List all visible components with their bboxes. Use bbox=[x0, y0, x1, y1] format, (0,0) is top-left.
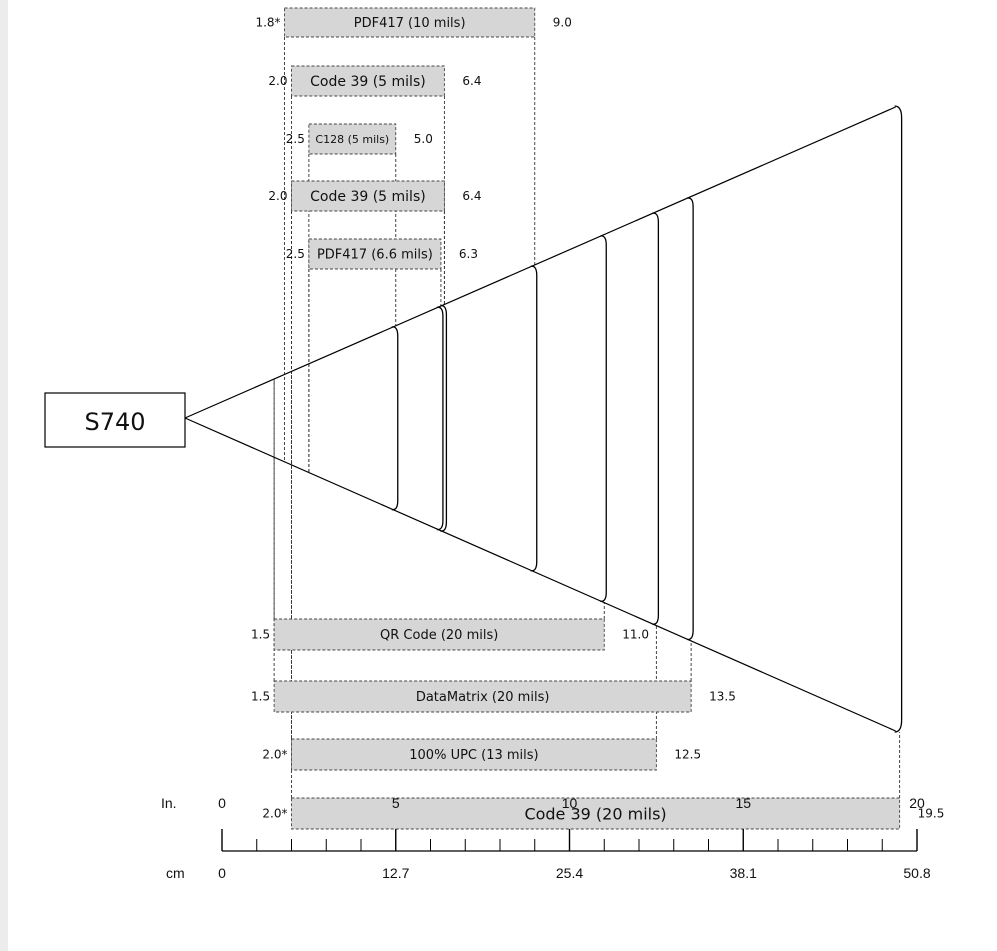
range-bar-fill bbox=[308, 124, 396, 154]
reading-range-diagram: PDF417 (10 mils) 1.8* 9.0 Code 39 (5 mils) 2… bbox=[44, 7, 945, 881]
range-max-label: 6.3 bbox=[459, 247, 478, 261]
range-max-label: 9.0 bbox=[553, 16, 572, 30]
range-bar-label: C128 (5 mils) bbox=[315, 133, 389, 146]
range-bar: PDF417 (6.6 mils) 2.5 6.3 bbox=[286, 238, 478, 270]
cm-tick-label: 25.4 bbox=[556, 865, 583, 881]
range-bar: QR Code (20 mils) 1.5 11.0 bbox=[251, 618, 649, 651]
range-bar-outline bbox=[291, 65, 445, 97]
range-bar-label: Code 39 (5 mils) bbox=[310, 74, 426, 90]
range-max-label: 13.5 bbox=[709, 690, 736, 704]
inch-tick-label: 20 bbox=[909, 795, 925, 811]
inch-tick-label: 0 bbox=[218, 795, 226, 811]
cm-tick-label: 50.8 bbox=[903, 865, 930, 881]
range-bar-label: PDF417 (6.6 mils) bbox=[317, 248, 433, 263]
range-arc bbox=[440, 305, 448, 532]
range-arc bbox=[530, 265, 538, 572]
range-min-label: 2.0* bbox=[262, 807, 287, 821]
cm-tick-label: 12.7 bbox=[382, 865, 409, 881]
range-bar-fill bbox=[274, 681, 692, 712]
range-min-label: 1.8* bbox=[255, 16, 280, 30]
range-bar: Code 39 (5 mils) 2.0 6.4 bbox=[268, 65, 481, 97]
range-bar-label: Code 39 (5 mils) bbox=[310, 189, 426, 205]
range-bar-fill bbox=[308, 239, 441, 269]
inch-tick-label: 15 bbox=[735, 795, 751, 811]
range-min-label: 2.5 bbox=[286, 247, 305, 261]
range-max-label: 6.4 bbox=[462, 74, 481, 88]
range-bar: DataMatrix (20 mils) 1.5 13.5 bbox=[251, 680, 736, 713]
range-bar: 100% UPC (13 mils) 2.0* 12.5 bbox=[262, 738, 701, 771]
range-bar: Code 39 (5 mils) 2.0 6.4 bbox=[268, 180, 481, 212]
cm-tick-label: 38.1 bbox=[730, 865, 757, 881]
range-bar-outline bbox=[291, 180, 445, 212]
inch-tick-label: 5 bbox=[392, 795, 400, 811]
range-bar-label: DataMatrix (20 mils) bbox=[416, 690, 550, 705]
range-max-label: 6.4 bbox=[462, 189, 481, 203]
range-min-label: 1.5 bbox=[251, 690, 270, 704]
range-bar-outline bbox=[308, 123, 397, 155]
range-arc bbox=[391, 326, 399, 511]
range-bar-fill bbox=[274, 619, 605, 650]
axis-inch-label: In. bbox=[161, 795, 177, 811]
range-bar-fill bbox=[291, 181, 445, 211]
range-arc bbox=[600, 235, 607, 602]
range-bar-label: QR Code (20 mils) bbox=[380, 628, 498, 643]
range-min-label: 1.5 bbox=[251, 628, 270, 642]
range-bar-outline bbox=[273, 680, 692, 713]
range-bar-label: 100% UPC (13 mils) bbox=[409, 748, 538, 763]
range-bar: Code 39 (20 mils) 2.0* 19.5 bbox=[262, 797, 945, 830]
cone-top-edge bbox=[184, 106, 896, 419]
range-min-label: 2.5 bbox=[286, 132, 305, 146]
range-min-label: 2.0 bbox=[268, 189, 287, 203]
cone-bottom-edge bbox=[184, 417, 896, 732]
range-max-label: 19.5 bbox=[918, 807, 945, 821]
range-arc bbox=[652, 212, 660, 625]
range-bar-label: Code 39 (20 mils) bbox=[524, 804, 666, 823]
range-max-label: 11.0 bbox=[622, 628, 649, 642]
range-bar-outline bbox=[308, 238, 442, 270]
range-min-label: 2.0 bbox=[268, 74, 287, 88]
scanner-box bbox=[44, 392, 186, 448]
range-bar-outline bbox=[284, 7, 536, 38]
range-bar-fill bbox=[284, 8, 535, 37]
scanner-label: S740 bbox=[84, 408, 145, 436]
range-min-label: 2.0* bbox=[262, 748, 287, 762]
range-bar-outline bbox=[291, 797, 901, 830]
range-bar-outline bbox=[273, 618, 605, 651]
range-bar-fill bbox=[291, 739, 657, 770]
range-bar: PDF417 (10 mils) 1.8* 9.0 bbox=[255, 7, 572, 38]
cone-end-arc bbox=[894, 105, 903, 733]
axis-cm-label: cm bbox=[166, 865, 185, 881]
range-bar-fill bbox=[291, 798, 900, 829]
range-arc bbox=[687, 197, 694, 641]
cm-tick-label: 0 bbox=[218, 865, 226, 881]
range-bar-label: PDF417 (10 mils) bbox=[354, 16, 466, 31]
inch-tick-label: 10 bbox=[562, 795, 578, 811]
range-bar: C128 (5 mils) 2.5 5.0 bbox=[286, 123, 433, 155]
range-bar-fill bbox=[291, 66, 445, 96]
diagram-canvas: PDF417 (10 mils) 1.8* 9.0 Code 39 (5 mils) 2… bbox=[8, 0, 997, 951]
range-max-label: 5.0 bbox=[414, 132, 433, 146]
range-max-label: 12.5 bbox=[674, 748, 701, 762]
range-arc bbox=[436, 306, 444, 531]
range-bar-outline bbox=[291, 738, 657, 771]
